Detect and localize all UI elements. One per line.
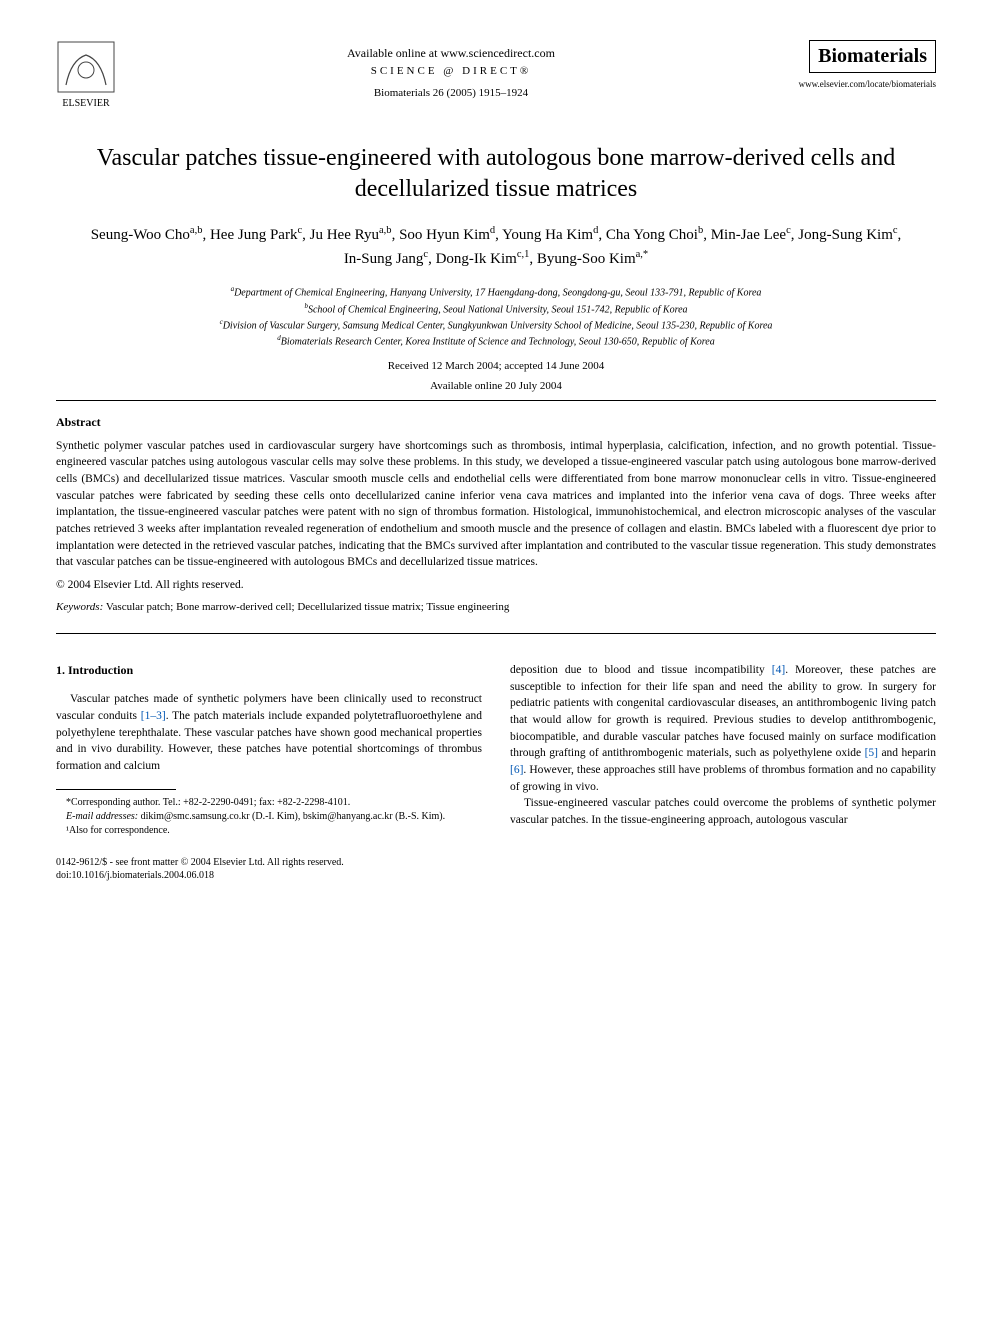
abstract-copyright: © 2004 Elsevier Ltd. All rights reserved… xyxy=(56,579,936,591)
body-columns: 1. Introduction Vascular patches made of… xyxy=(56,662,936,838)
author-list: Seung-Woo Choa,b, Hee Jung Parkc, Ju Hee… xyxy=(86,223,906,270)
article-title: Vascular patches tissue-engineered with … xyxy=(96,143,896,205)
intro-paragraph-left: Vascular patches made of synthetic polym… xyxy=(56,691,482,774)
divider xyxy=(56,633,936,634)
section-header: 1. Introduction xyxy=(56,662,482,679)
affiliation-b: bSchool of Chemical Engineering, Seoul N… xyxy=(76,301,916,317)
journal-reference: Biomaterials 26 (2005) 1915–1924 xyxy=(116,87,786,99)
header-right: Biomaterials www.elsevier.com/locate/bio… xyxy=(786,40,936,89)
received-date: Received 12 March 2004; accepted 14 June… xyxy=(56,360,936,372)
corresponding-author-note: *Corresponding author. Tel.: +82-2-2290-… xyxy=(56,796,482,810)
email-addresses: E-mail addresses: dikim@smc.samsung.co.k… xyxy=(56,810,482,824)
issn-line: 0142-9612/$ - see front matter © 2004 El… xyxy=(56,856,936,869)
available-online-text: Available online at www.sciencedirect.co… xyxy=(116,46,786,61)
keywords-text: Vascular patch; Bone marrow-derived cell… xyxy=(106,601,510,613)
left-column: 1. Introduction Vascular patches made of… xyxy=(56,662,482,838)
divider xyxy=(56,400,936,401)
intro-paragraph-right-1: deposition due to blood and tissue incom… xyxy=(510,662,936,795)
elsevier-logo: ELSEVIER xyxy=(56,40,116,115)
affiliation-c: cDivision of Vascular Surgery, Samsung M… xyxy=(76,317,916,333)
keywords: Keywords: Vascular patch; Bone marrow-de… xyxy=(56,601,936,613)
available-date: Available online 20 July 2004 xyxy=(56,380,936,392)
right-column: deposition due to blood and tissue incom… xyxy=(510,662,936,838)
affiliations: aDepartment of Chemical Engineering, Han… xyxy=(76,284,916,349)
footnote-separator xyxy=(56,789,176,790)
affiliation-a: aDepartment of Chemical Engineering, Han… xyxy=(76,284,916,300)
svg-text:ELSEVIER: ELSEVIER xyxy=(62,98,110,109)
journal-url: www.elsevier.com/locate/biomaterials xyxy=(786,79,936,89)
also-correspondence: ¹Also for correspondence. xyxy=(56,824,482,838)
keywords-label: Keywords: xyxy=(56,601,103,613)
doi-line: doi:10.1016/j.biomaterials.2004.06.018 xyxy=(56,869,936,882)
journal-name: Biomaterials xyxy=(809,40,936,73)
abstract-text: Synthetic polymer vascular patches used … xyxy=(56,438,936,571)
footer-info: 0142-9612/$ - see front matter © 2004 El… xyxy=(56,856,936,882)
footnotes: *Corresponding author. Tel.: +82-2-2290-… xyxy=(56,796,482,838)
science-direct-text: SCIENCE @ DIRECT® xyxy=(116,65,786,77)
intro-paragraph-right-2: Tissue-engineered vascular patches could… xyxy=(510,795,936,828)
page-header: ELSEVIER Available online at www.science… xyxy=(56,40,936,115)
header-center: Available online at www.sciencedirect.co… xyxy=(116,40,786,99)
abstract-header: Abstract xyxy=(56,415,936,430)
affiliation-d: dBiomaterials Research Center, Korea Ins… xyxy=(76,333,916,349)
